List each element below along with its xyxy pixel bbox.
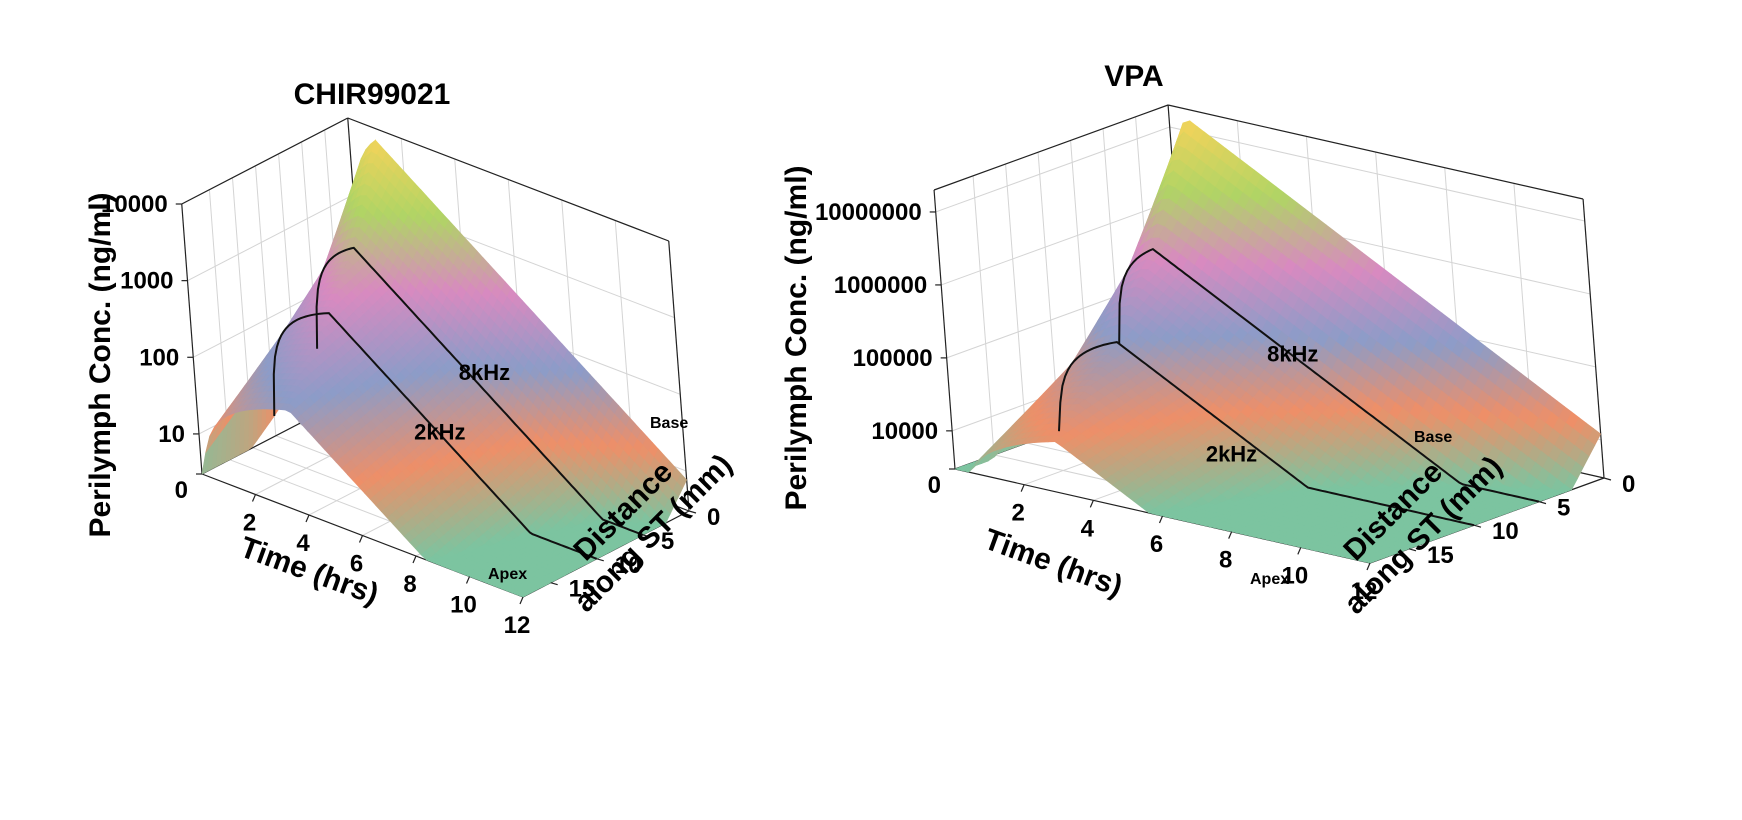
y-tick-label: 5 xyxy=(1557,495,1570,522)
x-tick-label: 2 xyxy=(1011,500,1024,527)
z-tick-label: 10000000 xyxy=(815,199,922,226)
wall-top-edge xyxy=(933,104,1169,191)
x-tick-label: 8 xyxy=(403,571,416,598)
x-tick-label: 8 xyxy=(1219,547,1232,574)
y-tick-mark xyxy=(1473,524,1482,528)
y-axis-base-label: Base xyxy=(650,415,688,432)
y-axis-apex-label: Apex xyxy=(488,566,527,583)
y-axis-apex-label: Apex xyxy=(1250,571,1289,588)
wall-right-edge xyxy=(668,240,690,512)
y-tick-mark xyxy=(550,582,558,586)
y-tick-mark xyxy=(1603,477,1612,481)
chart-title: VPA xyxy=(1104,60,1163,93)
x-tick-mark xyxy=(412,555,417,564)
z-tick-label: 1000000 xyxy=(834,272,927,299)
x-tick-mark xyxy=(1020,484,1025,492)
x-tick-mark xyxy=(465,576,471,584)
z-tick-label: 10 xyxy=(158,421,185,448)
contour-label: 8kHz xyxy=(1267,342,1318,367)
z-tick-label: 100 xyxy=(139,344,179,371)
wall-top-edge xyxy=(347,117,669,242)
z-tick-label: 100000 xyxy=(853,345,933,372)
x-tick-mark xyxy=(305,514,310,523)
x-tick-label: 10 xyxy=(450,592,477,619)
x-tick-mark xyxy=(1089,500,1094,508)
x-tick-label: 4 xyxy=(1081,515,1095,542)
wall-grid-line xyxy=(1005,163,1027,444)
wall-top-edge xyxy=(181,117,349,205)
x-tick-mark xyxy=(251,494,257,502)
z-tick-label: 0 xyxy=(928,472,941,499)
contour-label: 8kHz xyxy=(459,360,510,385)
contour-label: 2kHz xyxy=(414,420,465,445)
z-tick-label: 1000 xyxy=(120,268,173,295)
y-tick-label: 10 xyxy=(1492,518,1519,545)
x-tick-mark xyxy=(519,596,524,605)
y-axis-base-label: Base xyxy=(1414,429,1452,446)
x-tick-label: 12 xyxy=(504,612,531,639)
z-axis-line xyxy=(181,203,203,475)
x-axis-label: Time (hrs) xyxy=(980,523,1127,603)
wall-grid-line xyxy=(935,126,1170,213)
contour-label: 2kHz xyxy=(1206,441,1257,466)
z-axis-label: Perilymph Conc. (ng/ml) xyxy=(84,192,117,537)
chart-title: CHIR99021 xyxy=(294,78,451,111)
z-axis-label: Perilymph Conc. (ng/ml) xyxy=(780,165,813,510)
x-tick-mark xyxy=(1297,547,1302,555)
y-tick-label: 0 xyxy=(1622,471,1635,498)
chart-vpa: 8kHz 2kHz 0 10000 100000 1000000 10000000 2 4 6 8… xyxy=(780,60,1635,621)
y-tick-label: 0 xyxy=(707,504,720,531)
x-tick-label: 6 xyxy=(1150,531,1163,558)
z-tick-label: 0 xyxy=(175,477,188,504)
z-tick-label: 10000 xyxy=(871,418,938,445)
y-tick-mark xyxy=(1538,501,1547,505)
x-tick-mark xyxy=(1158,515,1164,524)
x-tick-mark xyxy=(358,535,364,543)
x-tick-mark xyxy=(1228,531,1233,539)
wall-grid-line xyxy=(972,175,995,455)
